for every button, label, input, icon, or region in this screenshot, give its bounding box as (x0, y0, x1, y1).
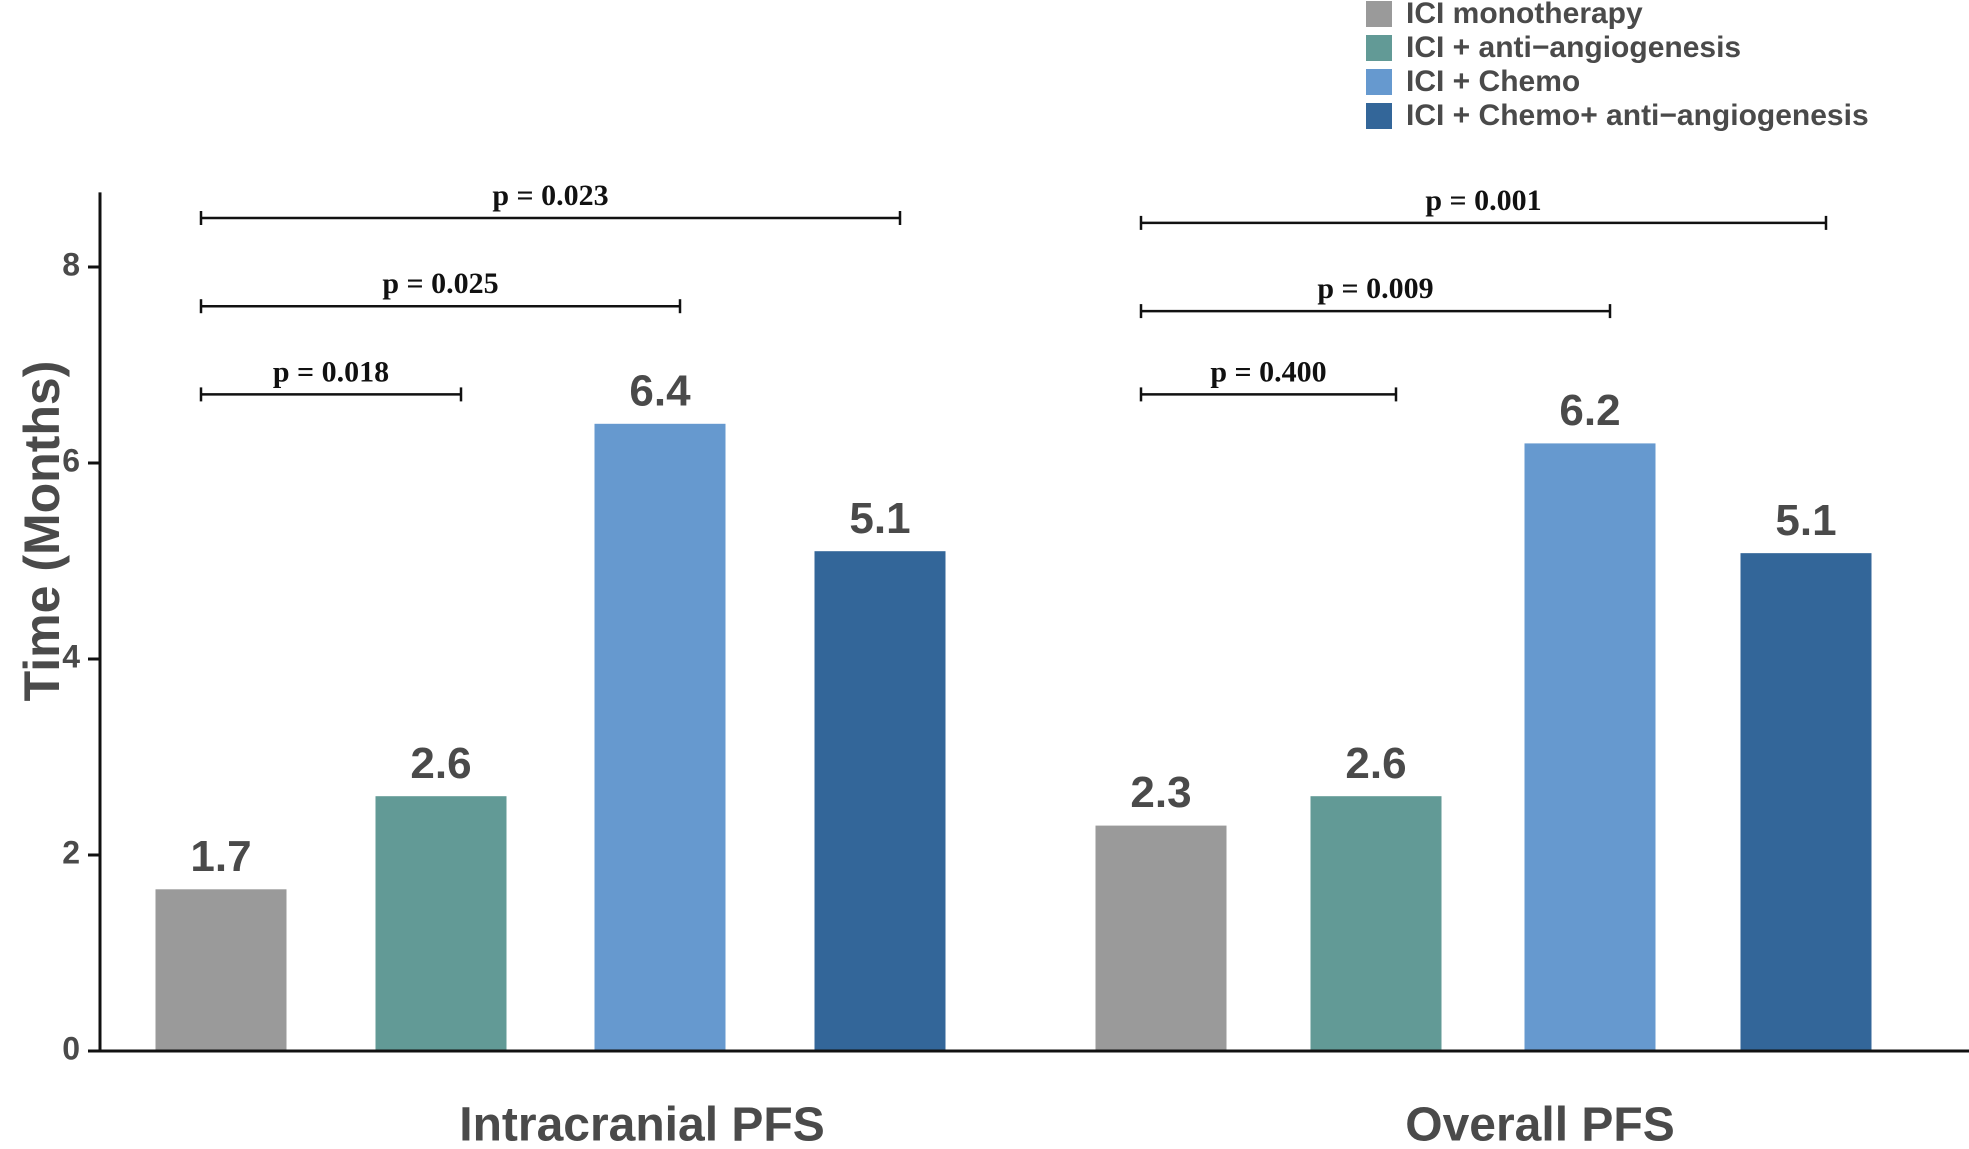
p-value-label: p = 0.023 (492, 179, 608, 212)
p-value-label: p = 0.009 (1317, 272, 1433, 305)
bar-value-label: 1.7 (190, 832, 251, 881)
bar (814, 551, 946, 1051)
legend-label: ICI + anti−angiogenesis (1406, 31, 1741, 64)
legend-swatch (1366, 69, 1392, 95)
y-axis: 0 2 4 6 8 (62, 192, 102, 1066)
bar (375, 796, 507, 1051)
bar-value-label: 5.1 (849, 494, 910, 543)
y-tick-label: 0 (62, 1030, 80, 1066)
legend-swatch (1366, 35, 1392, 61)
p-value-label: p = 0.018 (273, 355, 389, 388)
significance-brackets: p = 0.018 p = 0.025 p = 0.023 p = 0.400 p = … (199, 179, 1828, 402)
bar (1310, 796, 1442, 1051)
bar-value-label: 2.6 (410, 739, 471, 788)
bar-value-label: 6.4 (629, 366, 691, 415)
legend-swatch (1366, 1, 1392, 27)
legend-label: ICI monotherapy (1406, 0, 1643, 30)
bar-value-label: 2.6 (1345, 739, 1406, 788)
category-label: Overall PFS (1405, 1099, 1674, 1149)
bar-value-label: 2.3 (1130, 768, 1191, 817)
legend-swatch (1366, 103, 1392, 129)
y-tick-label: 4 (62, 638, 80, 674)
y-tick-label: 6 (62, 442, 80, 478)
x-axis: Intracranial PFS Overall PFS (100, 1049, 1969, 1149)
y-axis-label: Time (Months) (14, 361, 70, 702)
bars: 1.7 2.3 2.6 2.6 6.4 6.2 5.1 5.1 (155, 366, 1872, 1051)
category-label: Intracranial PFS (459, 1099, 824, 1149)
legend-label: ICI + Chemo+ anti−angiogenesis (1406, 99, 1869, 132)
y-tick-label: 2 (62, 834, 80, 870)
bar-value-label: 6.2 (1559, 386, 1620, 435)
bar (1740, 553, 1872, 1051)
bar (155, 889, 287, 1051)
bar-value-label: 5.1 (1775, 496, 1836, 545)
bar (1524, 443, 1656, 1051)
legend-label: ICI + Chemo (1406, 65, 1580, 98)
bar (1095, 825, 1227, 1051)
p-value-label: p = 0.025 (382, 267, 498, 300)
p-value-label: p = 0.001 (1425, 184, 1541, 217)
p-value-label: p = 0.400 (1210, 355, 1326, 388)
y-tick-label: 8 (62, 246, 80, 282)
bar (594, 423, 726, 1051)
